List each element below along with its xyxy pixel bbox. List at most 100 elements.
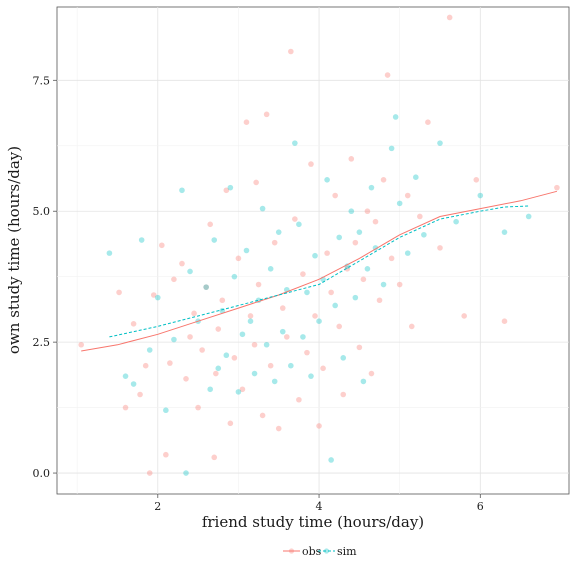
sim-point-50: [356, 229, 363, 235]
obs-point-67: [396, 281, 403, 288]
obs-point-63: [376, 297, 383, 304]
obs-point-75: [473, 177, 480, 183]
sim-point-65: [501, 229, 508, 235]
obs-point-48: [316, 423, 322, 429]
sim-point-20: [235, 389, 242, 395]
obs-points: [78, 14, 560, 476]
sim-point-60: [413, 174, 419, 180]
obs-point-60: [364, 208, 371, 215]
sim-point-6: [163, 407, 169, 414]
x-tick-label-0: 2: [154, 500, 161, 513]
sim-point-59: [404, 250, 411, 256]
obs-point-25: [227, 420, 234, 427]
sim-point-2: [130, 381, 137, 387]
sim-points: [106, 114, 532, 476]
obs-point-9: [163, 451, 169, 458]
obs-point-68: [404, 192, 411, 199]
sim-point-40: [316, 318, 322, 324]
x-tick-label-1: 4: [316, 500, 323, 513]
obs-point-51: [328, 289, 334, 296]
obs-point-13: [183, 375, 189, 382]
sim-point-36: [300, 334, 306, 340]
sim-point-14: [211, 237, 218, 243]
obs-point-4: [137, 391, 143, 398]
obs-point-52: [332, 192, 338, 199]
obs-point-0: [78, 341, 84, 348]
obs-point-34: [259, 412, 266, 419]
sim-point-45: [336, 234, 343, 241]
sim-point-51: [360, 378, 367, 385]
obs-point-61: [368, 370, 375, 377]
sim-point-46: [340, 355, 347, 361]
obs-point-53: [336, 323, 343, 330]
obs-point-12: [179, 260, 185, 267]
obs-point-20: [211, 454, 218, 461]
obs-point-65: [384, 72, 391, 78]
sim-point-7: [171, 336, 177, 343]
obs-point-21: [213, 370, 219, 377]
y-tick-label-1: 2.5: [33, 336, 51, 349]
axis-ticks: 2 4 6 0.0 2.5 5.0 7.5: [33, 74, 484, 513]
sim-point-12: [203, 284, 209, 290]
sim-point-22: [243, 247, 250, 254]
obs-point-76: [501, 318, 508, 324]
obs-point-31: [251, 341, 258, 348]
obs-point-72: [437, 245, 443, 251]
sim-point-3: [138, 237, 145, 243]
obs-point-57: [352, 239, 359, 246]
sim-point-56: [388, 145, 395, 152]
sim-point-55: [380, 281, 387, 288]
sim-point-19: [231, 273, 238, 280]
obs-point-26: [231, 355, 238, 361]
sim-point-49: [352, 294, 359, 301]
obs-point-74: [461, 313, 467, 319]
obs-point-66: [388, 255, 395, 262]
obs-point-42: [292, 216, 298, 222]
sim-point-42: [324, 177, 330, 183]
sim-point-1: [122, 373, 129, 379]
obs-point-69: [408, 323, 415, 330]
sim-point-17: [223, 352, 230, 359]
x-tick-label-2: 6: [477, 500, 484, 513]
sim-point-63: [453, 218, 459, 225]
legend-obs-dot: [288, 548, 295, 554]
sim-point-61: [421, 231, 427, 238]
obs-point-6: [146, 470, 153, 476]
y-tick-label-3: 7.5: [33, 74, 51, 87]
grid-lines: [57, 7, 569, 494]
obs-point-23: [219, 297, 226, 304]
sim-point-37: [304, 289, 310, 296]
sim-point-9: [183, 470, 189, 476]
obs-point-29: [243, 119, 250, 126]
obs-point-5: [142, 362, 149, 369]
obs-point-70: [417, 213, 423, 220]
obs-point-33: [255, 281, 262, 288]
obs-point-62: [372, 218, 379, 225]
obs-point-59: [360, 276, 367, 283]
obs-point-46: [308, 161, 314, 167]
sim-point-13: [207, 386, 213, 393]
sim-point-24: [251, 370, 258, 377]
obs-point-77: [554, 184, 560, 191]
sim-point-62: [437, 140, 443, 146]
sim-point-10: [187, 268, 193, 275]
obs-point-32: [253, 179, 259, 186]
obs-point-10: [167, 360, 173, 366]
y-tick-label-2: 5.0: [33, 205, 51, 218]
plot-panel: [56, 6, 570, 495]
sim-point-5: [154, 294, 161, 301]
obs-point-2: [122, 404, 129, 411]
obs-point-47: [312, 313, 318, 319]
legend-sim-dot: [323, 548, 330, 554]
sim-point-39: [312, 252, 318, 259]
obs-point-54: [340, 391, 347, 398]
legend-sim-label: sim: [337, 545, 357, 558]
obs-point-27: [235, 255, 242, 262]
sim-point-27: [263, 341, 270, 348]
obs-point-30: [247, 313, 254, 319]
obs-point-22: [215, 326, 222, 332]
obs-point-56: [348, 156, 355, 162]
obs-point-3: [130, 321, 137, 327]
sim-point-4: [146, 347, 153, 353]
